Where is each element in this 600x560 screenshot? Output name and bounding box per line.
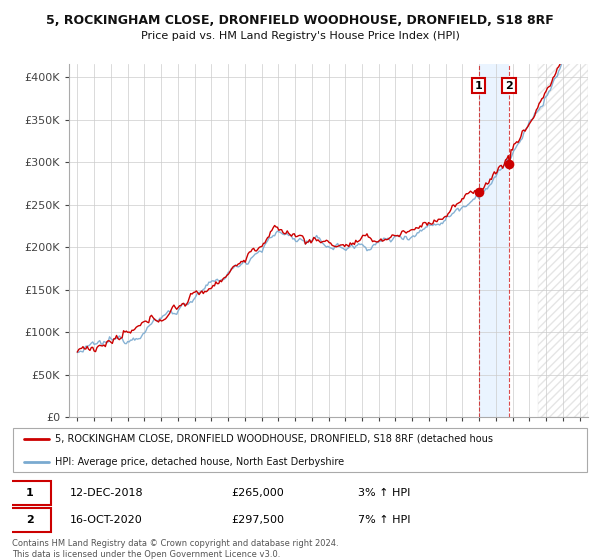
- FancyBboxPatch shape: [8, 480, 51, 505]
- Text: This data is licensed under the Open Government Licence v3.0.: This data is licensed under the Open Gov…: [12, 550, 280, 559]
- Text: HPI: Average price, detached house, North East Derbyshire: HPI: Average price, detached house, Nort…: [55, 457, 344, 466]
- Text: 3% ↑ HPI: 3% ↑ HPI: [358, 488, 410, 498]
- FancyBboxPatch shape: [13, 428, 587, 472]
- Text: 5, ROCKINGHAM CLOSE, DRONFIELD WOODHOUSE, DRONFIELD, S18 8RF (detached hous: 5, ROCKINGHAM CLOSE, DRONFIELD WOODHOUSE…: [55, 434, 493, 444]
- Text: Contains HM Land Registry data © Crown copyright and database right 2024.: Contains HM Land Registry data © Crown c…: [12, 539, 338, 548]
- Text: 2: 2: [26, 515, 34, 525]
- Text: 7% ↑ HPI: 7% ↑ HPI: [358, 515, 410, 525]
- Text: 5, ROCKINGHAM CLOSE, DRONFIELD WOODHOUSE, DRONFIELD, S18 8RF: 5, ROCKINGHAM CLOSE, DRONFIELD WOODHOUSE…: [46, 14, 554, 27]
- Text: 1: 1: [475, 81, 482, 91]
- Bar: [479, 64, 509, 417]
- FancyBboxPatch shape: [8, 508, 51, 533]
- Text: 2: 2: [505, 81, 513, 91]
- Text: 16-OCT-2020: 16-OCT-2020: [70, 515, 142, 525]
- Text: £297,500: £297,500: [231, 515, 284, 525]
- Text: £265,000: £265,000: [231, 488, 284, 498]
- Text: Price paid vs. HM Land Registry's House Price Index (HPI): Price paid vs. HM Land Registry's House …: [140, 31, 460, 41]
- Text: 12-DEC-2018: 12-DEC-2018: [70, 488, 143, 498]
- Text: 1: 1: [26, 488, 34, 498]
